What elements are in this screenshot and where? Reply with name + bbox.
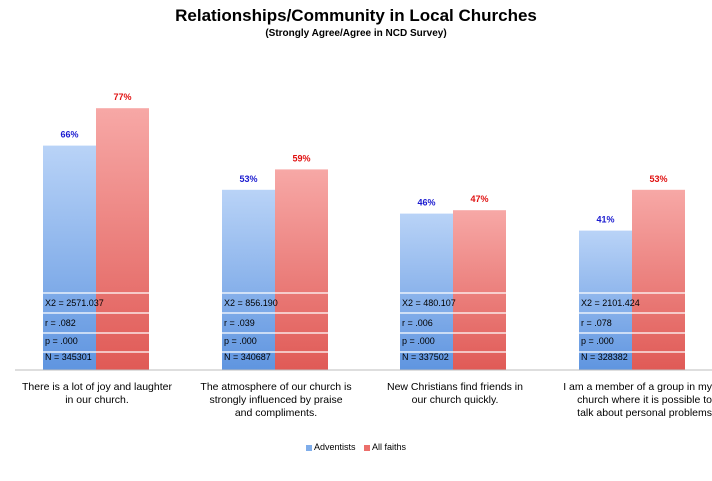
stat-cell-1-4: N = 345301: [45, 352, 92, 362]
stat-cell-3-2: r = .006: [402, 318, 433, 328]
bar-adventists-2: [222, 189, 275, 370]
category-label-line: There is a lot of joy and laughter: [21, 381, 172, 393]
category-label-line: The atmosphere of our church is: [200, 381, 352, 393]
category-label-2: The atmosphere of our church is strongly …: [185, 381, 367, 420]
category-label-line: New Christians find friends in: [387, 381, 523, 393]
bar-all-faiths-4: [632, 189, 685, 370]
stats-table: X2 = 2571.037 r = .082 p = .000 N = 345301 X…: [37, 292, 712, 370]
stat-cell-1-2: r = .082: [45, 318, 76, 328]
bar-all-faiths-2: [275, 169, 328, 370]
data-label-adventists-3: 46%: [417, 198, 435, 208]
data-label-all-faiths-1: 77%: [113, 92, 131, 102]
category-label-4: I am a member of a group in my church whe…: [543, 381, 712, 420]
legend-item-all-faiths: All faiths: [364, 442, 406, 452]
chart-title: Relationships/Community in Local Churche…: [175, 6, 537, 25]
legend-label-adventists: Adventists: [313, 442, 356, 452]
stat-cell-2-2: r = .039: [224, 318, 255, 328]
data-label-adventists-2: 53%: [239, 174, 257, 184]
stat-cell-4-3: p = .000: [581, 336, 614, 346]
stat-cell-1-3: p = .000: [45, 336, 78, 346]
stat-cell-4-1: X2 = 2101.424: [581, 298, 640, 308]
data-label-adventists-4: 41%: [596, 215, 614, 225]
category-label-line: and compliments.: [234, 407, 318, 419]
category-label-line: strongly influenced by praise: [209, 394, 343, 406]
legend-swatch-adventists: [305, 444, 312, 451]
bar-adventists-4: [579, 230, 632, 370]
category-label-line: in our church.: [65, 394, 129, 406]
stat-cell-3-3: p = .000: [402, 336, 435, 346]
bar-all-faiths-3: [453, 210, 506, 370]
data-label-all-faiths-2: 59%: [292, 153, 310, 163]
data-labels: 66% 77% 53% 59% 46% 47% 41% 53%: [60, 92, 667, 224]
data-label-adventists-1: 66%: [60, 130, 78, 140]
category-label-line: talk about personal problems: [577, 407, 712, 419]
stat-cell-2-4: N = 340687: [224, 352, 271, 362]
legend-swatch-all-faiths: [364, 444, 371, 451]
stat-cell-3-1: X2 = 480.107: [402, 298, 456, 308]
bars-layer: [43, 108, 685, 370]
category-label-line: I am a member of a group in my: [563, 381, 712, 393]
stat-cell-4-4: N = 328382: [581, 352, 628, 362]
bar-all-faiths-1: [96, 108, 149, 370]
stat-cell-2-3: p = .000: [224, 336, 257, 346]
category-label-line: our church quickly.: [411, 394, 499, 406]
legend-item-adventists: Adventists: [305, 442, 356, 452]
legend: Adventists All faiths: [0, 442, 712, 452]
chart-subtitle: (Strongly Agree/Agree in NCD Survey): [265, 28, 447, 39]
stat-cell-3-4: N = 337502: [402, 352, 449, 362]
legend-label-all-faiths: All faiths: [372, 442, 407, 452]
stat-cell-1-1: X2 = 2571.037: [45, 298, 104, 308]
stat-cell-4-2: r = .078: [581, 318, 612, 328]
bar-adventists-3: [400, 213, 453, 370]
data-label-all-faiths-4: 53%: [649, 174, 667, 184]
data-label-all-faiths-3: 47%: [470, 194, 488, 204]
category-label-line: church where it is possible to: [577, 394, 712, 406]
stat-cell-2-1: X2 = 856.190: [224, 298, 278, 308]
category-label-3: New Christians find friends in our church…: [364, 381, 546, 407]
category-label-1: There is a lot of joy and laughter in our…: [6, 381, 188, 407]
